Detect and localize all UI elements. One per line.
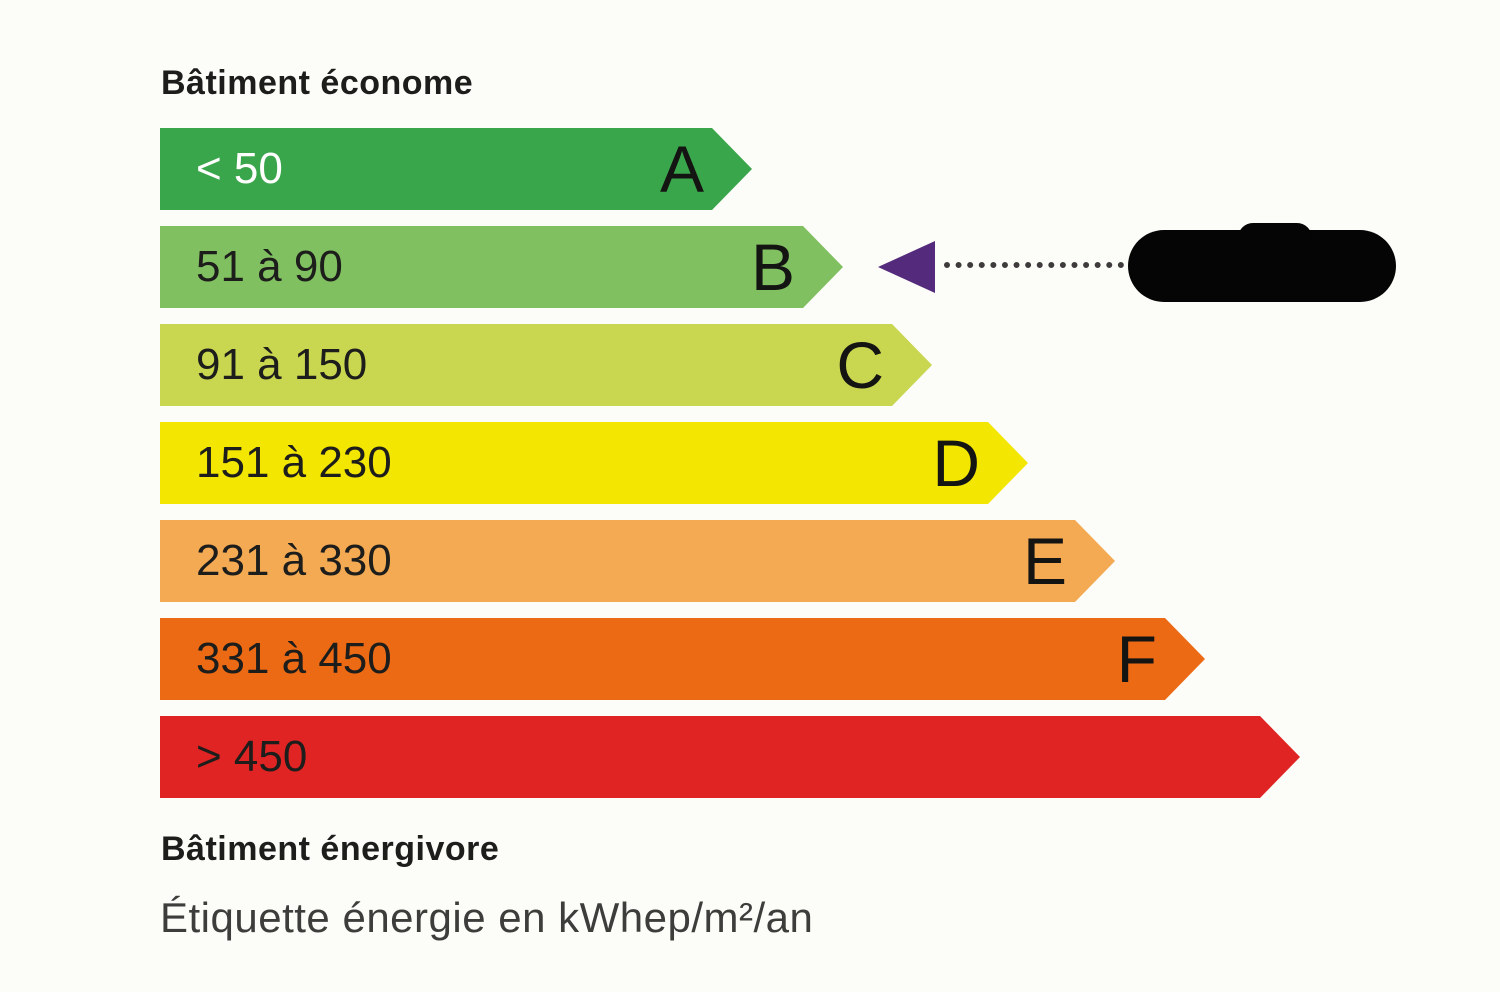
energy-bar-d: 151 à 230 D — [160, 422, 1028, 504]
energy-class-letter: D — [932, 426, 980, 500]
dotted-connector-line — [944, 262, 1124, 268]
energy-bar-b: 51 à 90 B — [160, 226, 843, 308]
energy-label-caption: Étiquette énergie en kWhep/m²/an — [160, 894, 814, 941]
energy-intensive-building-label: Bâtiment énergivore — [161, 830, 500, 868]
energy-scale: < 50 A 51 à 90 B 91 à 150 C 151 à 230 D … — [160, 128, 1300, 814]
energy-range-label: 91 à 150 — [196, 340, 368, 389]
energy-bar-e: 231 à 330 E — [160, 520, 1115, 602]
energy-bar-g: > 450 — [160, 716, 1300, 798]
current-class-indicator — [878, 223, 1400, 308]
redacted-value — [1128, 223, 1396, 302]
left-arrow-icon — [878, 241, 935, 293]
energy-class-letter: A — [659, 132, 704, 206]
energy-range-label: > 450 — [196, 732, 308, 781]
energy-bar-c: 91 à 150 C — [160, 324, 932, 406]
energy-class-letter: B — [750, 230, 795, 304]
energy-bar-a: < 50 A — [160, 128, 752, 210]
energy-class-letter: F — [1116, 622, 1157, 696]
energy-range-label: 331 à 450 — [196, 634, 392, 683]
energy-bar-f: 331 à 450 F — [160, 618, 1205, 700]
economical-building-label: Bâtiment économe — [161, 64, 474, 102]
energy-range-label: 151 à 230 — [196, 438, 392, 487]
energy-class-letter: C — [836, 328, 884, 402]
energy-class-letter: E — [1022, 524, 1067, 598]
energy-range-label: 231 à 330 — [196, 536, 392, 585]
energy-range-label: 51 à 90 — [196, 242, 343, 291]
energy-range-label: < 50 — [196, 144, 283, 193]
